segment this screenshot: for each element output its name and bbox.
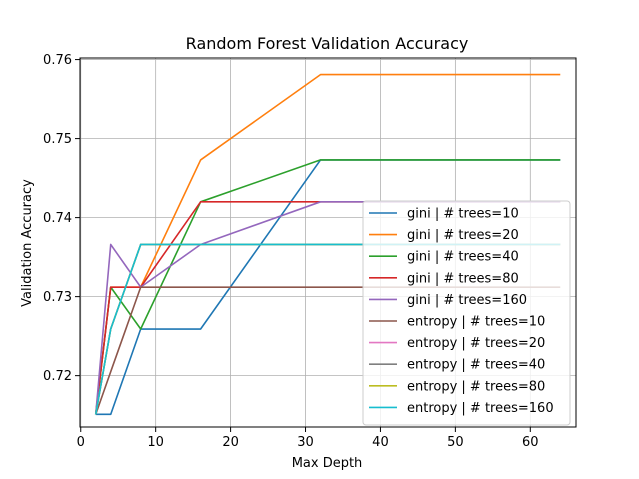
- legend-label: entropy | # trees=80: [407, 379, 545, 394]
- legend-label: gini | # trees=80: [407, 271, 519, 286]
- y-axis-title: Validation Accuracy: [20, 179, 35, 307]
- legend-box: [362, 200, 571, 426]
- x-tick-label: 10: [147, 435, 164, 450]
- legend-label: entropy | # trees=10: [407, 315, 545, 330]
- plot-frame: [79, 57, 577, 428]
- legend-label: gini | # trees=20: [407, 228, 519, 243]
- x-tick-label: 20: [222, 435, 239, 450]
- x-tick-label: 50: [447, 435, 464, 450]
- x-axis-title: Max Depth: [292, 456, 363, 471]
- legend-label: gini | # trees=160: [407, 293, 527, 308]
- y-tick-label: 0.73: [43, 290, 72, 305]
- legend-label: entropy | # trees=20: [407, 336, 545, 351]
- axis-ticks: 0 10 20 30 40 50 60 0.72 0.73 0.74 0.75 0.76: [43, 53, 539, 450]
- legend: gini | # trees=10 gini | # trees=20 gini |…: [362, 200, 571, 426]
- series-lines: [94, 73, 561, 416]
- x-tick-label: 0: [77, 435, 85, 450]
- series-line-9: [94, 243, 561, 415]
- series-line-4: [94, 201, 561, 415]
- chart-title: Random Forest Validation Accuracy: [186, 34, 469, 53]
- y-tick-label: 0.72: [43, 369, 72, 384]
- legend-label: gini | # trees=10: [407, 207, 519, 222]
- y-tick-label: 0.74: [43, 211, 72, 226]
- x-tick-label: 30: [297, 435, 314, 450]
- x-tick-label: 60: [522, 435, 539, 450]
- legend-label: entropy | # trees=160: [407, 401, 554, 416]
- series-line-5: [94, 286, 561, 415]
- legend-label: entropy | # trees=40: [407, 358, 545, 373]
- legend-label: gini | # trees=40: [407, 250, 519, 265]
- y-tick-label: 0.76: [43, 53, 72, 68]
- x-tick-label: 40: [372, 435, 389, 450]
- y-tick-label: 0.75: [43, 132, 72, 147]
